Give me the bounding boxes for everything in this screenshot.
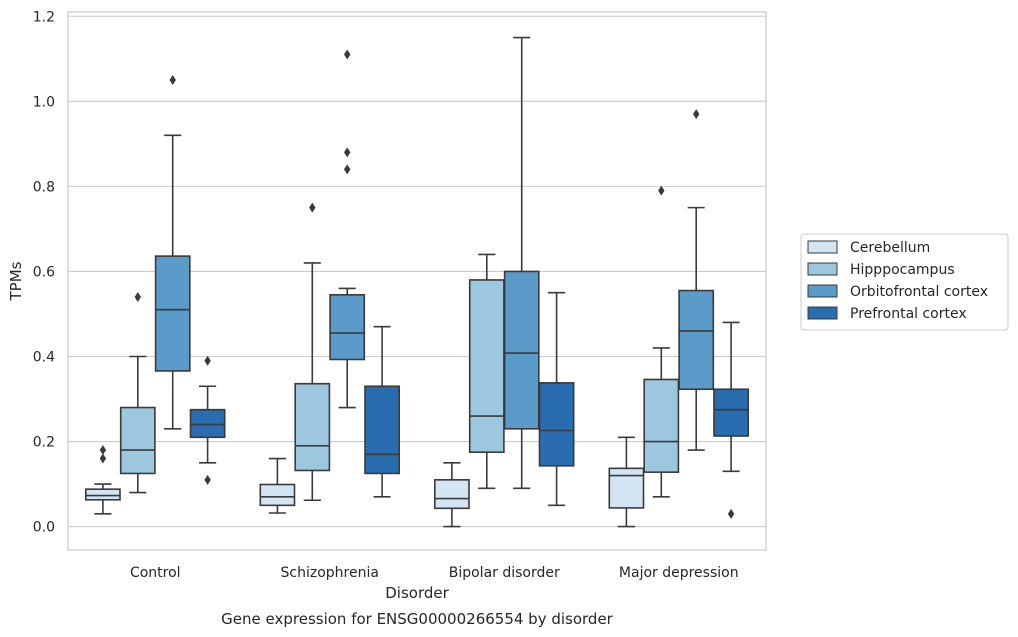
box-body (294, 382, 331, 472)
box-orbitofrontal-cortex (329, 49, 366, 409)
box-body (468, 279, 505, 453)
box-body (503, 270, 540, 430)
box-hipppocampus (643, 185, 680, 498)
plot-frame (67, 11, 767, 551)
box-body (678, 289, 715, 391)
box-orbitofrontal-cortex (154, 75, 191, 430)
box-hipppocampus (468, 253, 505, 490)
outlier-point (169, 75, 176, 86)
x-tick-label: Bipolar disorder (449, 565, 560, 581)
box-prefrontal-cortex (713, 321, 750, 519)
box-body (364, 385, 401, 475)
y-axis-label: TPMs (7, 261, 25, 301)
legend: Cerebellum Hipppocampus Orbitofrontal cort… (800, 233, 1009, 331)
box-hipppocampus (119, 291, 156, 494)
legend-swatch (807, 240, 838, 254)
box-orbitofrontal-cortex (678, 109, 715, 451)
outlier-point (344, 164, 351, 175)
box-body (119, 406, 156, 475)
y-tick-labels: 0.0 0.2 0.4 0.6 0.8 1.0 1.2 (33, 9, 55, 535)
legend-swatch (807, 284, 838, 298)
box-body (433, 479, 470, 510)
box-cerebellum (608, 436, 645, 528)
box-body (189, 408, 226, 439)
box-orbitofrontal-cortex (503, 36, 540, 490)
box-prefrontal-cortex (189, 355, 226, 485)
outlier-point (99, 453, 107, 464)
outlier-point (99, 445, 107, 456)
legend-label: Hipppocampus (850, 262, 955, 278)
y-tick-label: 0.6 (33, 264, 55, 280)
y-tick-label: 1.2 (33, 9, 55, 25)
outlier-point (134, 291, 141, 302)
y-tick-label: 1.0 (33, 94, 55, 110)
box-body (84, 488, 121, 501)
box-groups (84, 36, 750, 528)
outlier-point (727, 508, 735, 519)
x-tick-labels: Control Schizophrenia Bipolar disorder Majo… (130, 565, 739, 581)
box-body (713, 388, 750, 437)
legend-frame (800, 233, 1009, 331)
box-body (538, 382, 575, 467)
y-tick-label: 0.0 (33, 520, 55, 536)
box-cerebellum (433, 462, 470, 528)
box-body (643, 378, 680, 473)
box-cerebellum (259, 457, 296, 514)
outlier-point (309, 202, 316, 213)
legend-label: Orbitofrontal cortex (850, 284, 988, 300)
outlier-point (344, 49, 351, 60)
figure-caption: Gene expression for ENSG00000266554 by d… (221, 610, 614, 628)
box-body (259, 483, 296, 507)
y-tick-label: 0.8 (33, 179, 55, 195)
box-prefrontal-cortex (538, 291, 575, 507)
box-cerebellum (84, 445, 121, 515)
outlier-point (204, 355, 211, 366)
box-body (154, 255, 191, 372)
x-tick-label: Major depression (619, 565, 739, 581)
legend-swatch (807, 306, 838, 320)
box-body (329, 294, 366, 361)
legend-label: Prefrontal cortex (850, 306, 967, 322)
x-axis-label: Disorder (385, 584, 449, 602)
box-prefrontal-cortex (364, 325, 401, 498)
x-tick-label: Schizophrenia (281, 565, 379, 581)
outlier-point (658, 185, 665, 196)
y-tick-label: 0.2 (33, 435, 55, 451)
outlier-point (344, 147, 351, 158)
box-hipppocampus (294, 202, 331, 502)
outlier-point (693, 109, 700, 120)
legend-label: Cerebellum (850, 240, 930, 256)
y-tick-label: 0.4 (33, 349, 55, 365)
x-tick-label: Control (130, 565, 181, 581)
outlier-point (204, 474, 211, 485)
legend-swatch (807, 262, 838, 276)
box-body (608, 467, 645, 509)
